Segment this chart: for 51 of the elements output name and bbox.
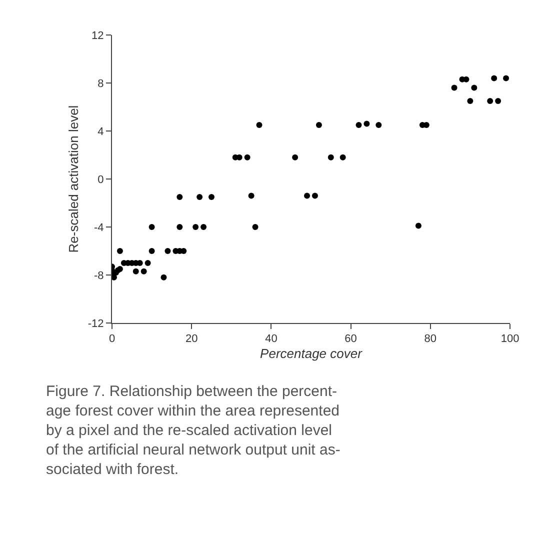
point (316, 122, 322, 128)
point (164, 248, 171, 254)
point (160, 274, 167, 280)
point (471, 84, 478, 91)
x-tick-label: 40 (265, 333, 278, 346)
x-tick-label: 20 (185, 333, 198, 346)
point (376, 122, 382, 128)
point (196, 194, 203, 200)
y-tick-label: -4 (94, 222, 104, 234)
x-tick-label: 100 (500, 333, 520, 346)
point (364, 120, 370, 127)
x-tick-label: 0 (108, 333, 116, 346)
point (340, 154, 346, 160)
point (140, 268, 147, 274)
x-tick-label: 60 (344, 333, 357, 346)
y-tick-label: 4 (98, 126, 104, 138)
point (491, 75, 498, 82)
point (144, 260, 151, 266)
point (148, 224, 155, 230)
point (148, 248, 155, 254)
point (200, 224, 207, 230)
point (252, 224, 258, 230)
point (503, 75, 510, 82)
point (328, 154, 334, 160)
point (192, 224, 199, 230)
point (116, 248, 123, 254)
y-tick-label: 0 (98, 174, 104, 186)
x-tick-label: 80 (424, 333, 437, 346)
caption: Figure 7. Relationship between the percent- age forest cover within the area represented by a pixel and the re-scaled activation level of the artificial neural network output unit as- sociated with forest. (46, 383, 340, 478)
point (467, 98, 474, 104)
point (356, 122, 362, 128)
y-tick-label: -8 (94, 270, 104, 282)
point (208, 194, 214, 200)
point (292, 154, 298, 160)
point (244, 154, 250, 160)
y-tick-label: -12 (88, 318, 104, 330)
point (451, 84, 458, 91)
y-tick-label: 12 (92, 30, 104, 42)
point (487, 98, 494, 104)
point (304, 192, 310, 199)
point (312, 192, 318, 199)
point (495, 98, 502, 104)
point (248, 192, 254, 199)
y-tick-label: 8 (98, 78, 104, 90)
point (256, 122, 262, 128)
y-axis-title: Re-scaled activation level (66, 105, 81, 253)
point (176, 224, 183, 230)
x-axis-title: Percentage cover (260, 346, 363, 361)
point (176, 194, 183, 200)
point (415, 222, 422, 229)
point (132, 268, 139, 274)
